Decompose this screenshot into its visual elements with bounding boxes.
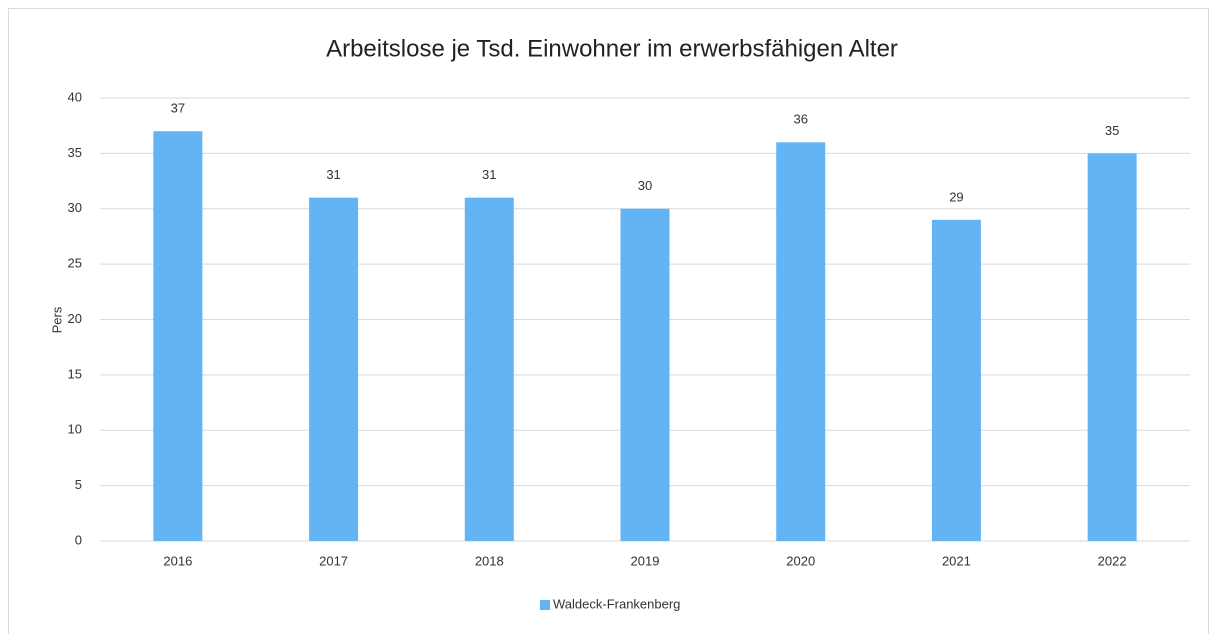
bar — [309, 197, 359, 542]
bar — [620, 208, 670, 541]
legend-swatch — [540, 600, 550, 610]
y-tick-label: 30 — [68, 200, 82, 215]
data-label: 35 — [1105, 123, 1119, 138]
data-label: 31 — [482, 167, 496, 182]
bar — [153, 131, 203, 541]
x-tick-label: 2017 — [319, 553, 348, 568]
data-label: 37 — [171, 101, 185, 116]
data-label: 30 — [638, 178, 652, 193]
data-label: 31 — [326, 167, 340, 182]
y-tick-label: 20 — [68, 311, 82, 326]
bar — [1087, 153, 1137, 541]
data-label: 29 — [949, 189, 963, 204]
y-tick-label: 5 — [75, 477, 82, 492]
y-tick-label: 40 — [68, 89, 82, 104]
x-tick-label: 2022 — [1098, 553, 1127, 568]
bar — [776, 142, 826, 542]
x-tick-label: 2016 — [163, 553, 192, 568]
x-tick-label: 2019 — [631, 553, 660, 568]
y-tick-label: 25 — [68, 256, 82, 271]
bar — [931, 219, 981, 541]
bar — [464, 197, 514, 542]
y-tick-label: 0 — [75, 532, 82, 547]
x-tick-label: 2021 — [942, 553, 971, 568]
legend-label: Waldeck-Frankenberg — [553, 596, 680, 611]
data-label: 36 — [793, 112, 807, 127]
chart-frame — [8, 8, 1209, 634]
y-tick-label: 35 — [68, 145, 82, 160]
y-axis-label: Pers — [49, 306, 64, 333]
y-tick-label: 10 — [68, 422, 82, 437]
x-tick-label: 2018 — [475, 553, 504, 568]
chart-title: Arbeitslose je Tsd. Einwohner im erwerbs… — [326, 35, 898, 62]
x-tick-label: 2020 — [786, 553, 815, 568]
y-tick-label: 15 — [68, 366, 82, 381]
